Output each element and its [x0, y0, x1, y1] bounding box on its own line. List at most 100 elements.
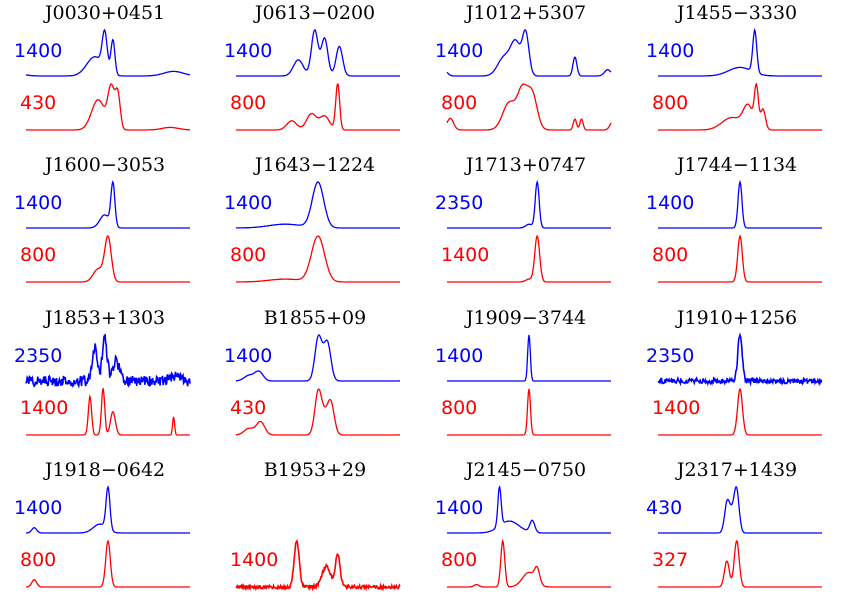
- frequency-label-top: 1400: [224, 345, 273, 367]
- profile-line-bottom: [235, 539, 401, 592]
- pulsar-panel: J0613−0200 1400 800: [210, 0, 420, 150]
- pulsar-name: J2145−0750: [465, 459, 587, 481]
- pulse-profile-plot: [236, 29, 400, 131]
- pulsar-name: J0613−0200: [254, 2, 376, 24]
- profile-line-bottom: [26, 235, 190, 283]
- pulsar-panel: J1909−3744 1400 800: [421, 305, 631, 455]
- pulse-profile-plot: [25, 484, 190, 588]
- pulsar-panel: B1855+09 1400 430: [210, 305, 420, 455]
- pulse-profile-plot: [657, 332, 823, 436]
- pulsar-panel: J1600−3053 1400 800: [0, 152, 210, 302]
- profile-line-top: [658, 179, 822, 229]
- pulse-profile-plot: [235, 539, 401, 592]
- profile-line-bottom: [447, 234, 611, 283]
- pulsar-panel: J1853+1303 2350 1400: [0, 305, 210, 455]
- profile-line-bottom: [235, 388, 401, 436]
- pulsar-name: B1953+29: [263, 459, 367, 481]
- profile-line-top: [26, 484, 190, 534]
- pulsar-panel: J0030+0451 1400 430: [0, 0, 210, 150]
- profile-line-bottom: [25, 539, 190, 588]
- pulsar-panel: J1910+1256 2350 1400: [632, 305, 842, 455]
- pulse-profile-plot: [26, 180, 190, 283]
- pulsar-name: J1643−1224: [254, 154, 376, 176]
- frequency-label-top: 1400: [224, 192, 273, 214]
- pulse-profile-plot: [236, 181, 400, 283]
- frequency-label-top: 1400: [435, 40, 484, 62]
- pulse-profile-plot: [25, 333, 191, 436]
- frequency-label-top: 430: [646, 497, 683, 519]
- frequency-label-top: 1400: [14, 40, 63, 62]
- frequency-label-bottom: 800: [230, 92, 267, 114]
- profile-line-top: [25, 333, 191, 389]
- frequency-label-bottom: 1400: [230, 549, 279, 571]
- profile-line-bottom: [447, 388, 611, 436]
- profile-line-top: [25, 28, 191, 77]
- frequency-label-top: 1400: [224, 40, 273, 62]
- pulsar-panel: B1953+29 1400: [210, 457, 420, 607]
- profile-line-bottom: [26, 387, 190, 436]
- profile-line-bottom: [658, 387, 822, 436]
- pulsar-name: J1012+5307: [465, 2, 587, 24]
- frequency-label-top: 2350: [646, 345, 695, 367]
- frequency-label-top: 1400: [14, 497, 63, 519]
- frequency-label-bottom: 430: [20, 92, 57, 114]
- pulsar-name: J1918−0642: [44, 459, 166, 481]
- pulse-profile-plot: [447, 179, 611, 283]
- profile-line-top: [26, 180, 190, 229]
- pulsar-panel: J2145−0750 1400 800: [421, 457, 631, 607]
- pulsar-panel: J2317+1439 430 327: [632, 457, 842, 607]
- frequency-label-top: 1400: [435, 497, 484, 519]
- profile-line-top: [447, 179, 611, 229]
- frequency-label-bottom: 800: [20, 244, 57, 266]
- frequency-label-top: 1400: [646, 192, 695, 214]
- profile-line-top: [658, 486, 822, 534]
- frequency-label-bottom: 800: [652, 92, 689, 114]
- pulsar-panel: J1012+5307 1400 800: [421, 0, 631, 150]
- pulse-profile-plot: [447, 485, 611, 588]
- profile-line-bottom: [658, 82, 822, 131]
- pulsar-panel: J1713+0747 2350 1400: [421, 152, 631, 302]
- pulsar-name: J2317+1439: [676, 459, 798, 481]
- profile-line-bottom: [26, 83, 191, 131]
- frequency-label-bottom: 1400: [652, 397, 701, 419]
- frequency-label-bottom: 800: [441, 92, 478, 114]
- frequency-label-bottom: 800: [441, 397, 478, 419]
- pulse-profile-plot: [658, 179, 822, 283]
- profile-line-top: [236, 334, 401, 382]
- frequency-label-top: 2350: [435, 192, 484, 214]
- pulsar-name: J1713+0747: [465, 154, 587, 176]
- pulse-profile-plot: [658, 27, 822, 131]
- profile-line-top: [447, 485, 611, 534]
- profile-line-top: [446, 29, 612, 77]
- profile-line-bottom: [658, 234, 822, 283]
- frequency-label-bottom: 327: [652, 549, 689, 571]
- profile-line-top: [657, 332, 823, 387]
- profile-line-bottom: [236, 235, 400, 283]
- frequency-label-bottom: 1400: [20, 397, 69, 419]
- pulse-profile-plot: [235, 334, 401, 436]
- profile-line-top: [236, 29, 400, 77]
- pulsar-name: J1744−1134: [676, 154, 798, 176]
- pulse-profile-plot: [447, 334, 611, 436]
- pulsar-panel: J1744−1134 1400 800: [632, 152, 842, 302]
- frequency-label-bottom: 1400: [441, 244, 490, 266]
- frequency-label-top: 2350: [14, 345, 63, 367]
- pulsar-panel: J1455−3330 1400 800: [632, 0, 842, 150]
- frequency-label-top: 1400: [646, 40, 695, 62]
- profile-line-bottom: [236, 83, 400, 131]
- pulse-profile-plot: [658, 486, 822, 588]
- profile-line-top: [236, 181, 400, 229]
- frequency-label-top: 1400: [435, 345, 484, 367]
- frequency-label-bottom: 800: [230, 244, 267, 266]
- pulsar-name: J1455−3330: [676, 2, 798, 24]
- profile-line-bottom: [446, 83, 612, 131]
- profile-line-bottom: [447, 538, 611, 588]
- frequency-label-bottom: 800: [441, 549, 478, 571]
- pulsar-name: J1853+1303: [44, 307, 166, 329]
- pulsar-name: J1910+1256: [676, 307, 798, 329]
- pulse-profile-plot: [25, 28, 191, 131]
- frequency-label-top: 1400: [14, 192, 63, 214]
- pulsar-name: B1855+09: [263, 307, 367, 329]
- pulsar-panel: J1918−0642 1400 800: [0, 457, 210, 607]
